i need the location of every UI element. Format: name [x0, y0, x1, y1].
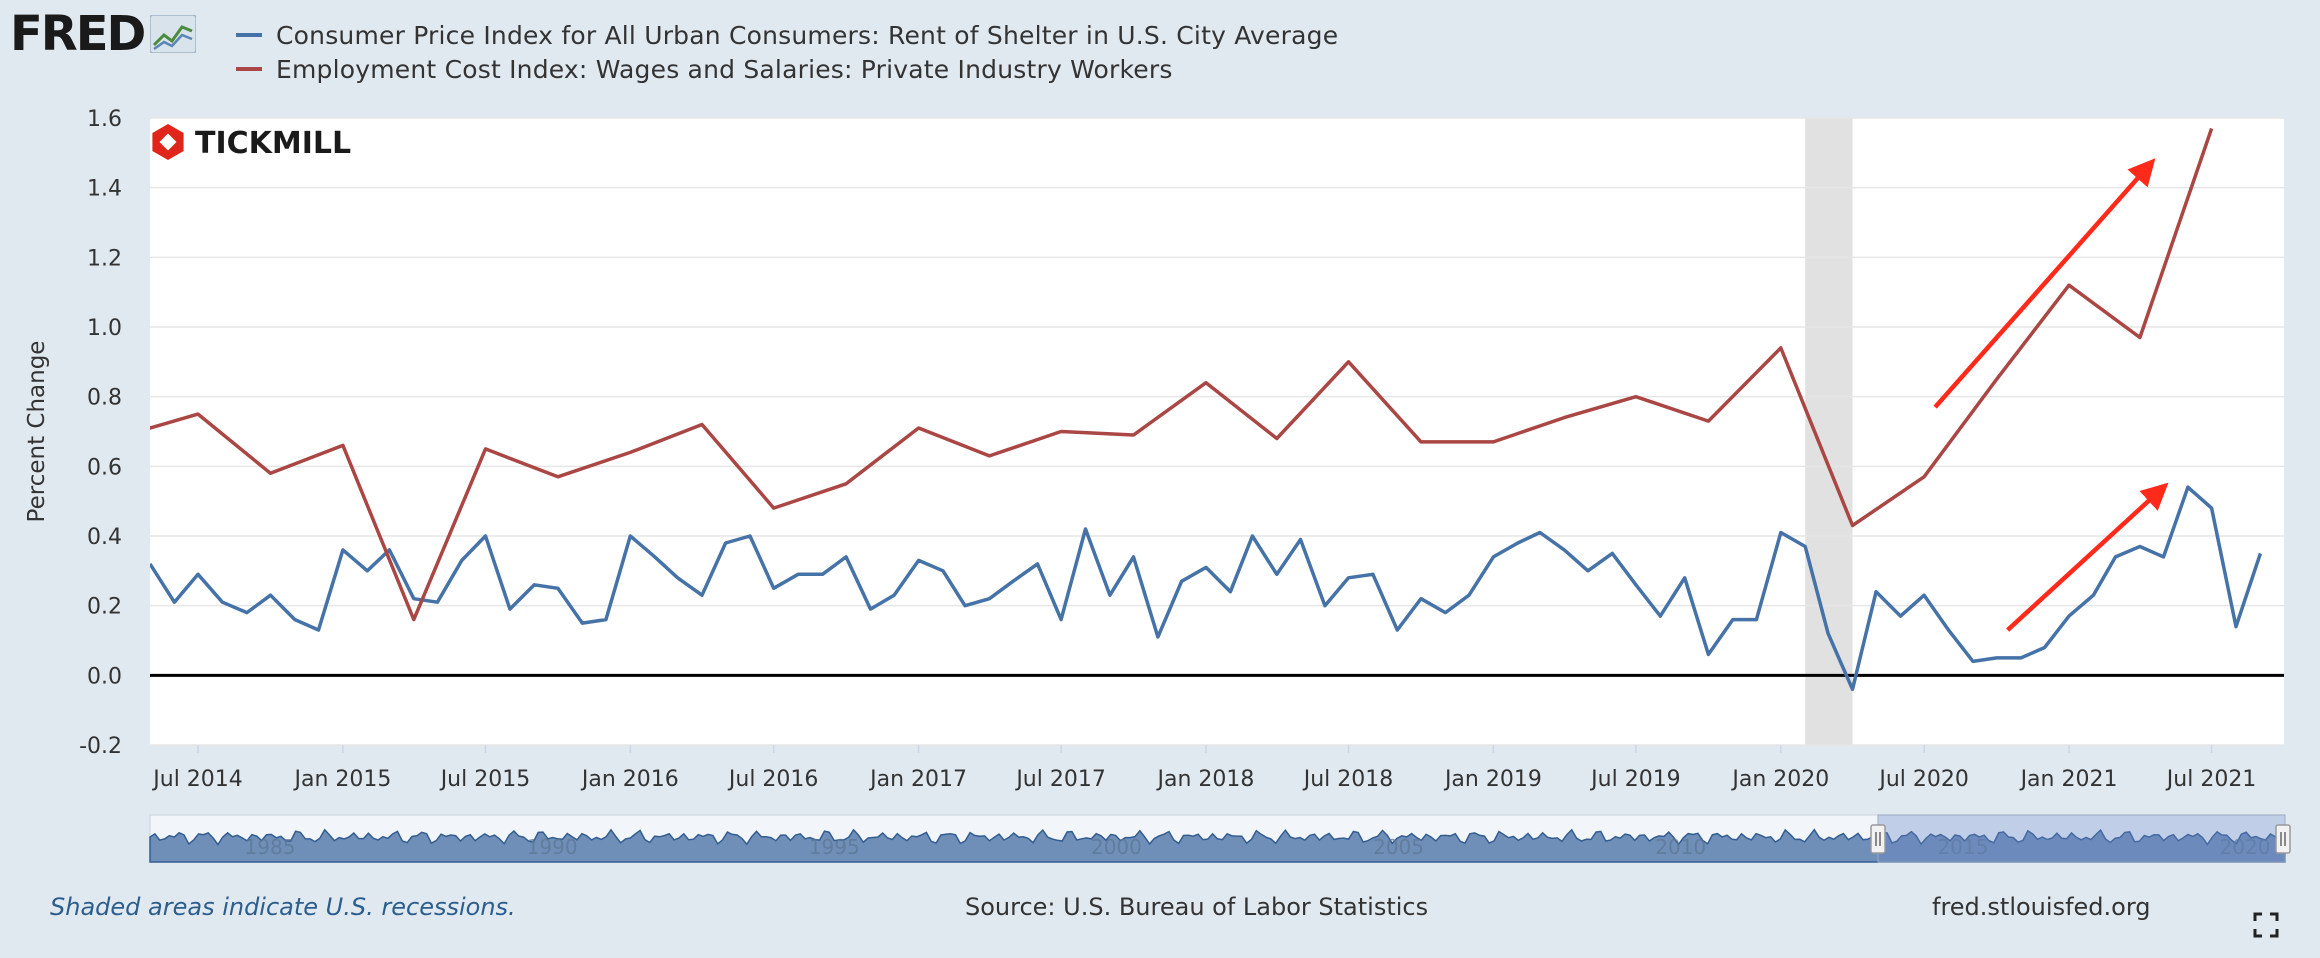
- fred-logo[interactable]: FRED: [10, 6, 197, 62]
- x-tick-label-12: Jul 2020: [1877, 767, 1969, 792]
- x-tick-label-11: Jan 2020: [1730, 767, 1829, 792]
- navigator-handle-box-1: [2275, 824, 2291, 854]
- x-tick-label-10: Jul 2019: [1589, 767, 1681, 792]
- y-tick-label-3: 1.0: [87, 316, 122, 341]
- y-tick-label-7: 0.2: [87, 595, 122, 620]
- x-tick-label-7: Jan 2018: [1156, 767, 1255, 792]
- legend-swatch-shelter: [236, 33, 262, 37]
- x-tick-label-0: Jul 2014: [151, 767, 243, 792]
- series-line-0: [150, 485, 2263, 692]
- navigator-label-1: 1990: [527, 835, 578, 859]
- navigator-label-2: 1995: [809, 835, 860, 859]
- y-tick-label-5: 0.6: [87, 455, 122, 480]
- tickmill-watermark: TICKMILL: [152, 124, 351, 161]
- legend-item-wages[interactable]: Employment Cost Index: Wages and Salarie…: [236, 52, 1338, 86]
- series-group: [150, 127, 2263, 692]
- x-tick-label-14: Jul 2021: [2165, 767, 2257, 792]
- chart-area: 1.6 1.4 1.2 1.0 0.8 0.6 0.4 0.2 0.0 -0.2 Percent C…: [24, 107, 2291, 863]
- plot-background: [150, 118, 2284, 745]
- annotation-arrow-0: [1933, 158, 2156, 409]
- tickmill-text: TICKMILL: [195, 126, 351, 161]
- x-tick-label-9: Jan 2019: [1443, 767, 1542, 792]
- annotation-arrow-1: [2006, 482, 2169, 632]
- y-tick-label-0: 1.6: [87, 107, 122, 132]
- y-tick-label-2: 1.2: [87, 246, 122, 271]
- y-tick-label-9: -0.2: [79, 734, 122, 759]
- navigator-label-6: 2015: [1937, 835, 1988, 859]
- y-tick-label-1: 1.4: [87, 177, 122, 202]
- site-link[interactable]: fred.stlouisfed.org: [1932, 893, 2151, 921]
- y-tick-label-4: 0.8: [87, 386, 122, 411]
- fred-logo-text: FRED: [10, 6, 146, 62]
- chart-legend: Consumer Price Index for All Urban Consu…: [236, 18, 1338, 86]
- navigator-selection: [1877, 814, 2286, 863]
- legend-swatch-wages: [236, 67, 262, 71]
- fred-chart-badge-icon: [150, 15, 197, 53]
- tickmill-hexagon-inner: [159, 133, 177, 151]
- x-tick-label-13: Jan 2021: [2019, 767, 2118, 792]
- navigator-label-7: 2020: [2220, 835, 2271, 859]
- navigator-handle-box-0: [1870, 824, 1886, 854]
- navigator-label-0: 1985: [245, 835, 296, 859]
- fullscreen-icon[interactable]: [2253, 912, 2279, 938]
- x-tick-label-2: Jul 2015: [439, 767, 531, 792]
- x-tick-label-1: Jan 2015: [292, 767, 391, 792]
- legend-label-wages: Employment Cost Index: Wages and Salarie…: [276, 54, 1173, 84]
- source-note: Source: U.S. Bureau of Labor Statistics: [965, 893, 1429, 921]
- legend-label-shelter: Consumer Price Index for All Urban Consu…: [276, 20, 1339, 50]
- recession-note: Shaded areas indicate U.S. recessions.: [50, 893, 516, 921]
- y-axis-label: Percent Change: [24, 341, 50, 523]
- chart-header: FRED Consumer Price Index for All Urban …: [0, 0, 2320, 110]
- x-tick-label-5: Jan 2017: [868, 767, 967, 792]
- navigator-handle-1[interactable]: [2275, 824, 2291, 854]
- x-tick-label-3: Jan 2016: [580, 767, 679, 792]
- x-tick-label-4: Jul 2016: [727, 767, 819, 792]
- y-tick-label-8: 0.0: [87, 664, 122, 689]
- legend-item-shelter[interactable]: Consumer Price Index for All Urban Consu…: [236, 18, 1338, 52]
- navigator-label-4: 2005: [1373, 835, 1424, 859]
- navigator-label-3: 2000: [1091, 835, 1142, 859]
- navigator-label-5: 2010: [1655, 835, 1706, 859]
- series-line-1: [150, 127, 2214, 622]
- x-tick-label-6: Jul 2017: [1014, 767, 1106, 792]
- navigator-handle-0[interactable]: [1870, 824, 1886, 854]
- x-tick-label-8: Jul 2018: [1302, 767, 1394, 792]
- y-tick-label-6: 0.4: [87, 525, 122, 550]
- navigator-series: [149, 828, 2286, 863]
- recession-band-0: [1805, 118, 1853, 745]
